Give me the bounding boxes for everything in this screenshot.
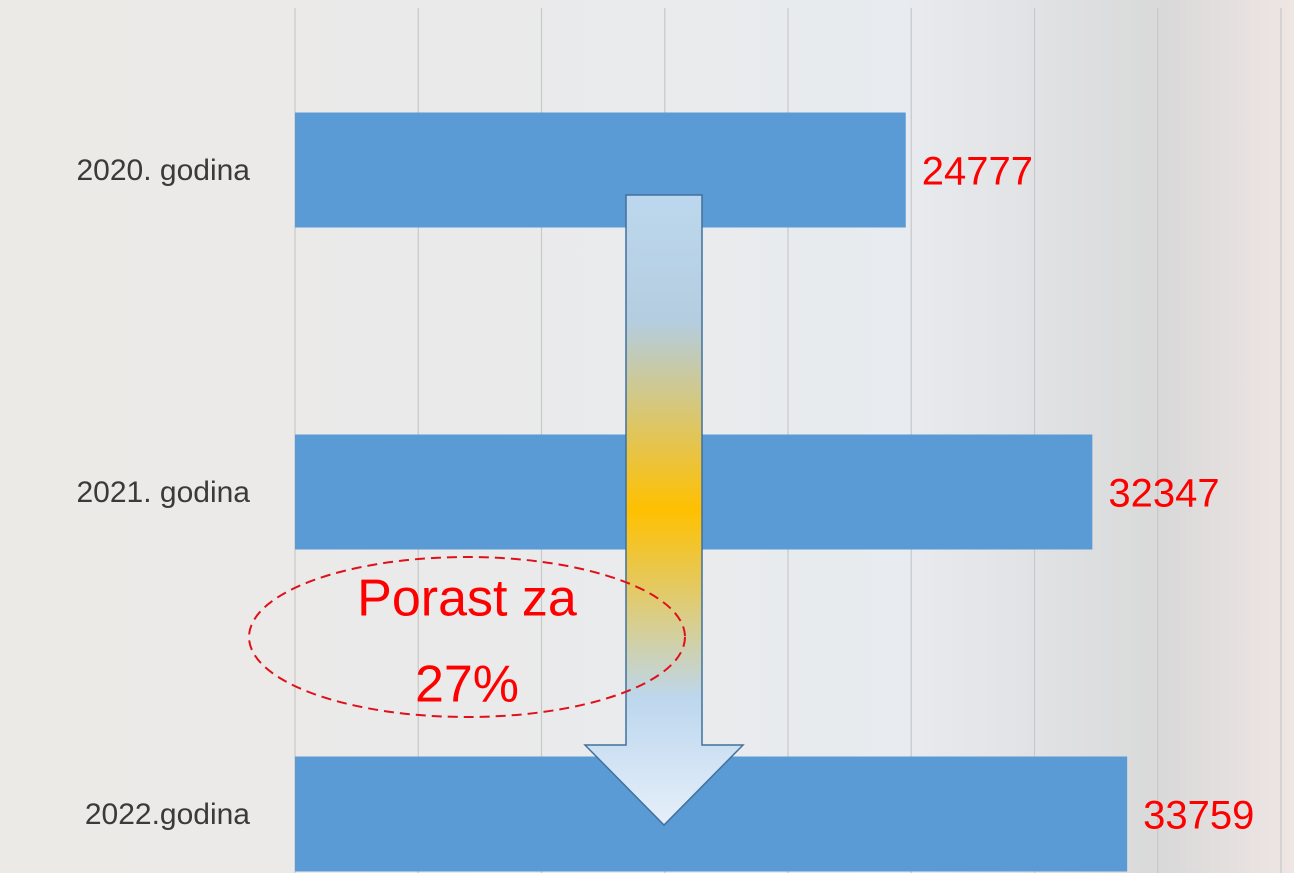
annotation-text: Porast za: [357, 570, 577, 628]
y-tick-label: 2022.godina: [85, 798, 250, 831]
labels: 2020. godina 24777 2021. godina 32347 2022.g…: [77, 150, 1255, 838]
value-label: 32347: [1108, 472, 1219, 516]
bar: [295, 112, 906, 228]
arrow: [583, 194, 745, 827]
value-label: 24777: [922, 150, 1033, 194]
annotation-ellipse: [248, 556, 686, 718]
value-label: 33759: [1143, 794, 1254, 838]
annotation-text: 27%: [415, 656, 519, 714]
y-tick-label: 2021. godina: [77, 476, 251, 509]
y-tick-label: 2020. godina: [77, 154, 251, 187]
